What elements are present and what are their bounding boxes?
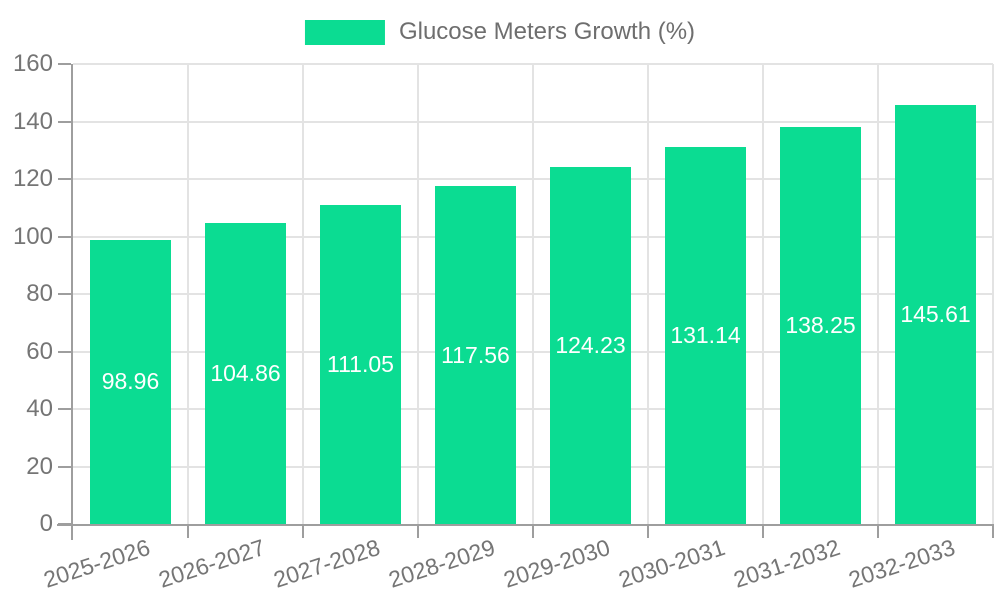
bar-2030-2031[interactable]: 131.14	[664, 146, 747, 524]
v-gridline	[877, 64, 879, 524]
v-gridline	[302, 64, 304, 524]
y-axis-label: 160	[12, 50, 53, 77]
x-tick	[187, 524, 189, 538]
y-tick	[58, 523, 71, 525]
bar-value-label: 124.23	[555, 331, 626, 358]
x-tick	[532, 524, 534, 538]
x-tick	[417, 524, 419, 538]
v-gridline	[417, 64, 419, 524]
bar-2028-2029[interactable]: 117.56	[434, 186, 517, 524]
legend-label: Glucose Meters Growth (%)	[398, 18, 696, 45]
legend[interactable]: Glucose Meters Growth (%)	[304, 18, 696, 46]
y-tick	[58, 178, 71, 180]
y-tick	[58, 293, 71, 295]
bar-value-label: 138.25	[785, 311, 856, 338]
bar-2026-2027[interactable]: 104.86	[204, 222, 287, 524]
v-gridline	[762, 64, 764, 524]
y-tick	[58, 465, 71, 468]
x-axis-label: 2025-2026	[39, 534, 153, 593]
x-axis-label: 2032-2033	[844, 534, 958, 593]
y-axis-label: 40	[26, 395, 53, 422]
v-gridline	[992, 64, 994, 524]
bar-chart: 0 20 40 60 80 100 120 140 160 98.96 2025-2026 104.8…	[13, 52, 994, 593]
y-axis-label: 0	[39, 510, 53, 537]
x-axis-label: 2031-2032	[729, 534, 843, 593]
bar-2027-2028[interactable]: 111.05	[319, 204, 402, 524]
y-tick	[58, 350, 71, 353]
x-tick	[762, 524, 764, 538]
y-axis-label: 60	[26, 337, 53, 365]
bar-2025-2026[interactable]: 98.96	[89, 239, 172, 524]
y-axis-label: 80	[26, 280, 53, 307]
y-tick	[58, 408, 71, 410]
bar-value-label: 98.96	[101, 368, 160, 395]
bar-2032-2033[interactable]: 145.61	[894, 105, 977, 524]
x-axis-label: 2026-2027	[154, 534, 268, 593]
x-axis-label: 2028-2029	[384, 534, 498, 593]
bar-value-label: 104.86	[210, 359, 281, 386]
y-axis-label: 120	[12, 165, 53, 192]
bar-2031-2032[interactable]: 138.25	[779, 126, 862, 524]
y-axis-label: 100	[12, 222, 53, 250]
bar-value-label: 111.05	[327, 350, 394, 377]
v-gridline	[647, 64, 649, 524]
x-tick	[992, 524, 994, 538]
x-axis-label: 2029-2030	[499, 534, 613, 593]
y-tick	[58, 63, 71, 65]
x-tick	[877, 524, 879, 538]
x-tick	[302, 524, 304, 538]
bar-2029-2030[interactable]: 124.23	[549, 166, 632, 524]
x-axis-label: 2030-2031	[614, 534, 728, 593]
bar-value-label: 131.14	[670, 321, 741, 348]
legend-swatch-icon	[304, 19, 385, 45]
x-axis-line	[57, 524, 993, 526]
y-tick	[58, 120, 71, 123]
y-tick	[58, 235, 71, 238]
x-tick	[647, 524, 649, 538]
y-axis-label: 20	[26, 452, 53, 480]
x-axis-label: 2027-2028	[269, 534, 383, 593]
y-axis-line	[71, 64, 73, 540]
bar-value-label: 145.61	[900, 301, 971, 328]
y-axis-label: 140	[12, 107, 53, 135]
v-gridline	[187, 64, 189, 524]
bar-value-label: 117.56	[441, 341, 510, 368]
v-gridline	[532, 64, 534, 524]
